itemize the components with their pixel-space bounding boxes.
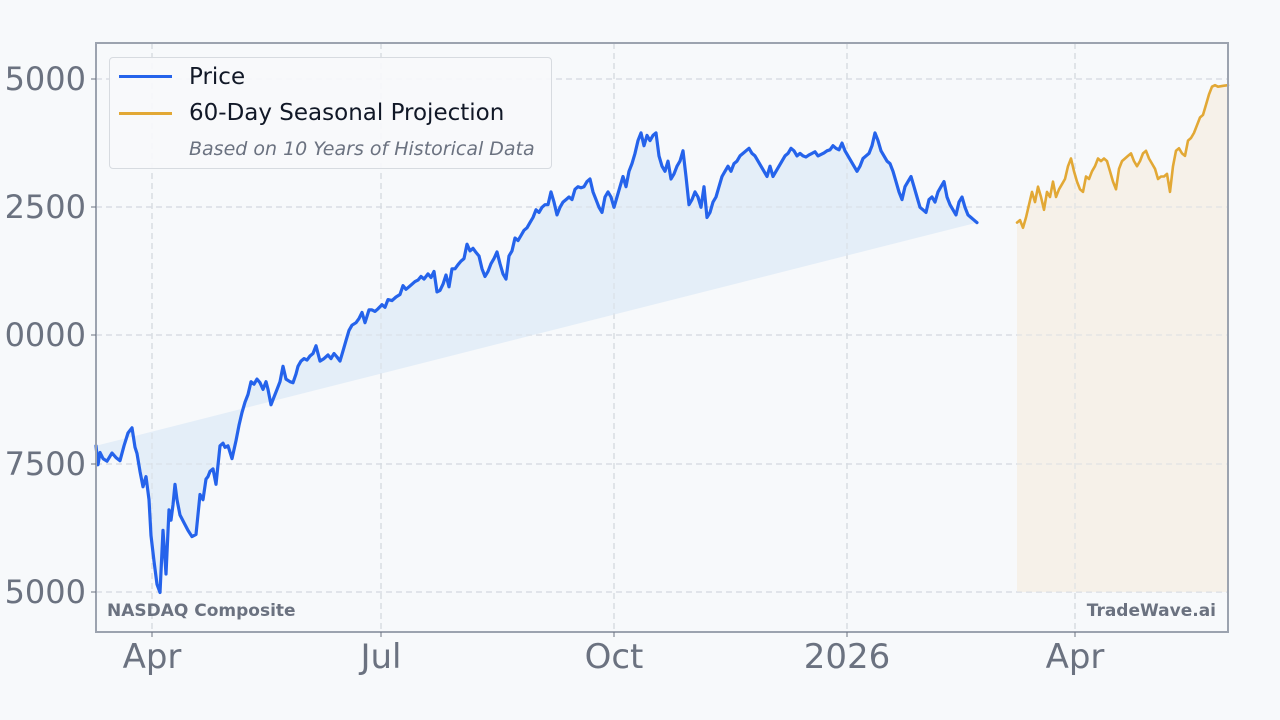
price-legend-swatch [119,75,172,78]
axis-ticks [91,78,1076,637]
y-tick-label: 5000 [4,573,86,611]
legend-note: Based on 10 Years of Historical Data [189,138,535,160]
y-tick-label: 7500 [4,445,86,483]
plot-frame [95,42,1229,633]
grid-lines-overlay [96,43,1228,632]
x-tick-label: 2026 [803,637,891,677]
projection-legend-label: 60-Day Seasonal Projection [189,100,505,126]
x-tick-label: Jul [360,637,402,677]
y-tick-label: 5000 [4,60,86,98]
y-tick-label: 0000 [4,316,86,354]
index-name-label: NASDAQ Composite [107,601,296,621]
watermark-label: TradeWave.ai [1086,601,1216,621]
projection-area-fill [1017,85,1228,592]
price-line [94,131,979,595]
x-tick-label: Apr [1045,637,1105,677]
projection-line [1015,83,1230,230]
price-area-fill [96,132,977,593]
y-tick-label: 2500 [4,188,86,226]
x-tick-label: Apr [122,637,182,677]
price-legend-label: Price [189,64,246,90]
legend: Price 60-Day Seasonal Projection Based o… [109,57,552,169]
x-tick-label: Oct [584,637,644,677]
projection-legend-swatch [119,112,172,115]
